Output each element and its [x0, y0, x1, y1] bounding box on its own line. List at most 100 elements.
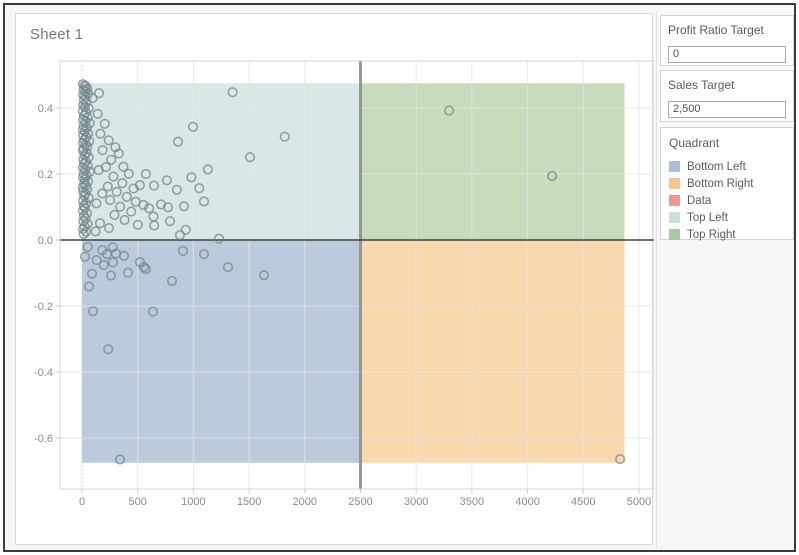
data-point[interactable]: [202, 164, 213, 175]
legend-item-label: Top Left: [687, 211, 728, 224]
data-point[interactable]: [166, 275, 178, 286]
data-point[interactable]: [105, 270, 117, 281]
data-point[interactable]: [86, 268, 98, 279]
data-point[interactable]: [93, 164, 104, 176]
data-point[interactable]: [171, 184, 182, 195]
data-point[interactable]: [78, 229, 89, 240]
data-point[interactable]: [83, 193, 94, 204]
data-point[interactable]: [109, 209, 120, 220]
quadrant-legend: Quadrant Bottom Left Bottom Right Data T…: [660, 127, 794, 243]
data-point[interactable]: [222, 262, 234, 273]
data-point[interactable]: [172, 136, 184, 147]
data-point[interactable]: [78, 130, 89, 141]
data-point[interactable]: [123, 168, 134, 179]
data-point[interactable]: [97, 245, 108, 256]
data-point[interactable]: [113, 148, 124, 159]
data-point[interactable]: [148, 180, 160, 191]
data-point[interactable]: [140, 263, 151, 275]
data-point[interactable]: [161, 175, 172, 186]
data-point[interactable]: [138, 262, 149, 273]
data-point[interactable]: [162, 202, 174, 213]
data-point[interactable]: [82, 241, 93, 252]
data-point[interactable]: [186, 172, 197, 183]
data-point[interactable]: [444, 105, 455, 116]
data-point[interactable]: [79, 221, 90, 232]
data-point[interactable]: [132, 219, 143, 230]
data-point[interactable]: [244, 152, 256, 163]
data-point[interactable]: [91, 198, 102, 209]
data-point[interactable]: [78, 195, 89, 206]
data-point[interactable]: [144, 203, 155, 214]
data-point[interactable]: [119, 214, 130, 225]
side-panel: Profit Ratio Target Sales Target Quadran…: [660, 5, 794, 550]
data-point[interactable]: [547, 170, 558, 182]
data-point[interactable]: [95, 128, 106, 139]
data-point[interactable]: [108, 171, 119, 182]
data-point[interactable]: [198, 196, 210, 207]
data-point[interactable]: [87, 306, 99, 317]
data-point[interactable]: [94, 218, 106, 229]
data-point[interactable]: [83, 281, 95, 292]
data-point[interactable]: [279, 131, 290, 142]
data-point[interactable]: [107, 257, 119, 268]
data-point[interactable]: [79, 251, 91, 262]
data-point[interactable]: [164, 216, 176, 227]
data-point[interactable]: [92, 108, 103, 119]
legend-item-label: Bottom Right: [687, 177, 754, 190]
data-point[interactable]: [87, 93, 98, 104]
data-point[interactable]: [615, 454, 626, 465]
sales-target-input[interactable]: [668, 100, 786, 118]
data-point[interactable]: [187, 121, 199, 132]
data-point[interactable]: [122, 267, 134, 278]
data-point[interactable]: [115, 201, 126, 212]
data-point[interactable]: [103, 223, 115, 234]
data-point[interactable]: [258, 270, 270, 281]
data-point[interactable]: [102, 181, 113, 192]
data-point[interactable]: [117, 178, 128, 189]
data-point[interactable]: [118, 250, 130, 261]
data-point[interactable]: [174, 230, 186, 241]
data-point[interactable]: [106, 154, 117, 165]
data-point[interactable]: [134, 180, 145, 191]
data-point[interactable]: [99, 118, 110, 129]
data-point[interactable]: [81, 208, 93, 219]
data-point[interactable]: [227, 87, 238, 98]
data-point[interactable]: [103, 135, 114, 146]
data-point[interactable]: [118, 161, 129, 172]
data-point[interactable]: [180, 224, 191, 235]
data-point[interactable]: [178, 201, 190, 212]
legend-item-bottom-left[interactable]: Bottom Left: [669, 158, 787, 175]
bottom-left-swatch-icon: [669, 161, 680, 172]
data-point[interactable]: [78, 168, 89, 179]
legend-item-top-left[interactable]: Top Left: [669, 209, 787, 226]
data-point[interactable]: [93, 88, 105, 99]
data-point[interactable]: [97, 145, 108, 156]
data-point[interactable]: [121, 191, 132, 202]
data-point[interactable]: [105, 195, 116, 206]
data-point[interactable]: [147, 306, 159, 317]
data-point[interactable]: [213, 233, 225, 244]
data-point[interactable]: [103, 344, 114, 355]
legend-item-data[interactable]: Data: [669, 192, 787, 209]
data-point[interactable]: [91, 255, 102, 266]
data-point[interactable]: [138, 199, 149, 211]
data-point[interactable]: [194, 183, 205, 194]
x-tick-label: 5000: [627, 496, 651, 508]
data-point[interactable]: [149, 220, 160, 231]
legend-item-top-right[interactable]: Top Right: [669, 226, 787, 243]
data-point[interactable]: [140, 168, 151, 180]
profit-ratio-target-input[interactable]: [668, 45, 786, 63]
data-point[interactable]: [126, 206, 137, 217]
data-point[interactable]: [90, 226, 101, 237]
data-point[interactable]: [77, 224, 88, 235]
data-point[interactable]: [198, 249, 210, 260]
data-point[interactable]: [114, 454, 126, 465]
y-tick-label: -0.4: [34, 367, 53, 379]
data-point[interactable]: [111, 186, 122, 197]
data-point[interactable]: [177, 245, 189, 256]
legend-item-bottom-right[interactable]: Bottom Right: [669, 175, 787, 192]
data-point[interactable]: [97, 188, 108, 199]
data-point[interactable]: [98, 260, 109, 271]
top-left-swatch-icon: [669, 212, 680, 223]
data-point[interactable]: [80, 226, 91, 237]
